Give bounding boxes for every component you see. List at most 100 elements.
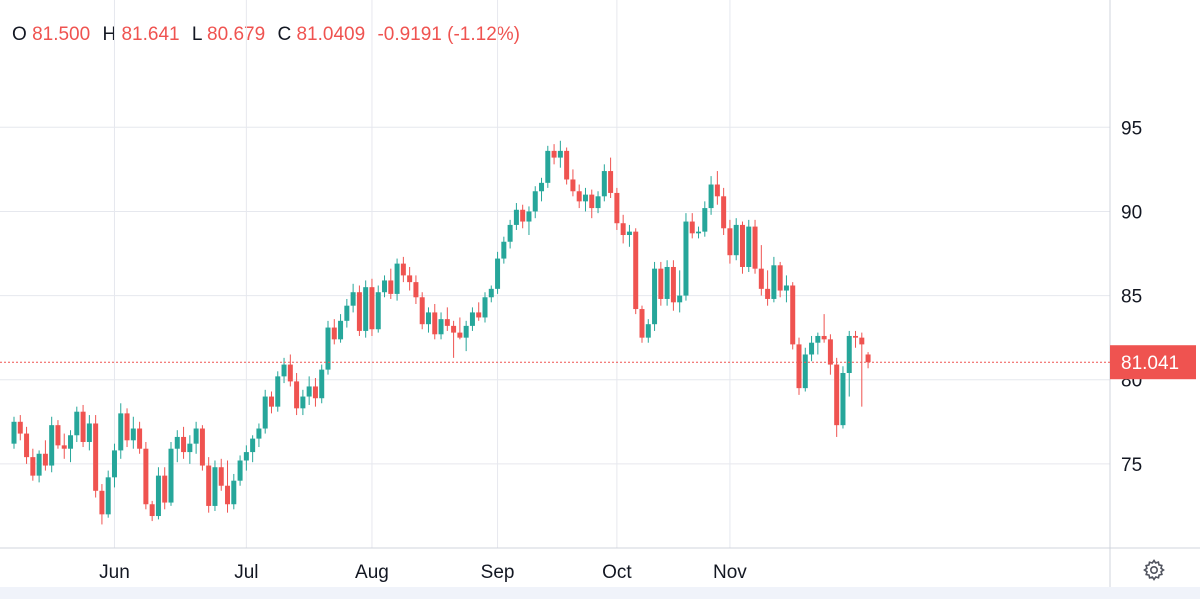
candle — [733, 218, 739, 261]
candle-body — [827, 339, 833, 365]
candle-body — [168, 448, 174, 503]
candle — [137, 421, 143, 454]
candle-body — [99, 490, 105, 515]
high-value: 81.641 — [121, 24, 180, 45]
candle-body — [193, 428, 199, 444]
candle — [300, 389, 306, 416]
candle — [61, 433, 67, 459]
candle — [356, 285, 362, 336]
candle-body — [532, 191, 538, 212]
candle — [294, 372, 300, 416]
candle-body — [840, 372, 846, 426]
candle-body — [42, 453, 48, 466]
candle — [846, 330, 852, 397]
candle — [74, 406, 80, 442]
candle — [187, 435, 193, 464]
candle-body — [677, 295, 683, 303]
candle — [42, 440, 48, 471]
candle-body — [683, 221, 689, 296]
candle-body — [614, 192, 620, 224]
candle-body — [721, 196, 727, 229]
candle-body — [105, 477, 111, 515]
candle — [589, 189, 595, 219]
candle-body — [796, 344, 802, 389]
candle-body — [294, 381, 300, 409]
candle-body — [620, 223, 626, 236]
ohlc-legend: O 81.500 H 81.641 L 80.679 C 81.0409 -0.… — [12, 24, 527, 46]
candle — [93, 415, 99, 498]
candle-body — [388, 280, 394, 294]
candle — [708, 176, 714, 215]
candle — [86, 415, 92, 451]
x-tick-label: Oct — [602, 562, 632, 583]
candle-body — [111, 450, 117, 478]
candle — [815, 332, 821, 355]
candle-body — [777, 265, 783, 291]
candle — [834, 357, 840, 437]
candle-body — [444, 319, 450, 326]
candle — [526, 206, 532, 236]
candle-body — [350, 292, 356, 306]
candle — [331, 319, 337, 345]
candle-body — [790, 285, 796, 345]
candle — [469, 307, 475, 331]
candle-body — [821, 335, 827, 340]
candle — [143, 441, 149, 510]
candle-body — [463, 325, 469, 338]
candle — [206, 457, 212, 513]
candle-body — [601, 171, 607, 197]
candle-body — [570, 179, 576, 192]
candle-body — [93, 423, 99, 491]
candle — [645, 319, 651, 343]
candle — [275, 371, 281, 412]
close-key: C — [277, 24, 292, 45]
candle-body — [30, 457, 36, 476]
settings-button[interactable] — [1140, 556, 1168, 584]
candle — [463, 320, 469, 352]
candle-body — [124, 413, 130, 441]
candle — [268, 391, 274, 414]
candle — [369, 278, 375, 336]
candle — [162, 467, 168, 510]
candle-body — [853, 335, 859, 338]
open-value: 81.500 — [32, 24, 91, 45]
candle-body — [181, 436, 187, 453]
candle — [400, 256, 406, 283]
candle-body — [256, 428, 262, 439]
candle — [363, 280, 369, 338]
grid — [0, 0, 1110, 548]
candle-body — [545, 150, 551, 183]
candle-body — [652, 268, 658, 325]
candle — [413, 275, 419, 304]
candle-body — [702, 208, 708, 232]
candle-body — [451, 325, 457, 333]
candle — [582, 187, 588, 212]
candle — [105, 470, 111, 518]
candle — [501, 236, 507, 264]
candle-body — [74, 411, 80, 436]
candle — [777, 261, 783, 298]
candle-body — [802, 354, 808, 389]
candle-body — [231, 480, 237, 505]
candle — [382, 275, 388, 298]
candle-body — [281, 364, 287, 377]
candle-body — [664, 266, 670, 299]
candle — [664, 260, 670, 306]
candle-body — [206, 465, 212, 506]
candle-body — [758, 268, 764, 289]
candle — [859, 332, 865, 407]
candle-body — [551, 150, 557, 158]
candle-body — [501, 241, 507, 259]
candle-body — [344, 305, 350, 321]
candle-body — [815, 335, 821, 343]
last-price-badge — [1110, 345, 1196, 380]
candle — [809, 335, 815, 362]
candle — [608, 157, 614, 198]
candle-body — [55, 425, 61, 446]
candles — [11, 140, 871, 525]
candle — [225, 460, 231, 513]
candle — [168, 441, 174, 506]
candle-body — [130, 428, 136, 441]
candle — [30, 448, 36, 481]
